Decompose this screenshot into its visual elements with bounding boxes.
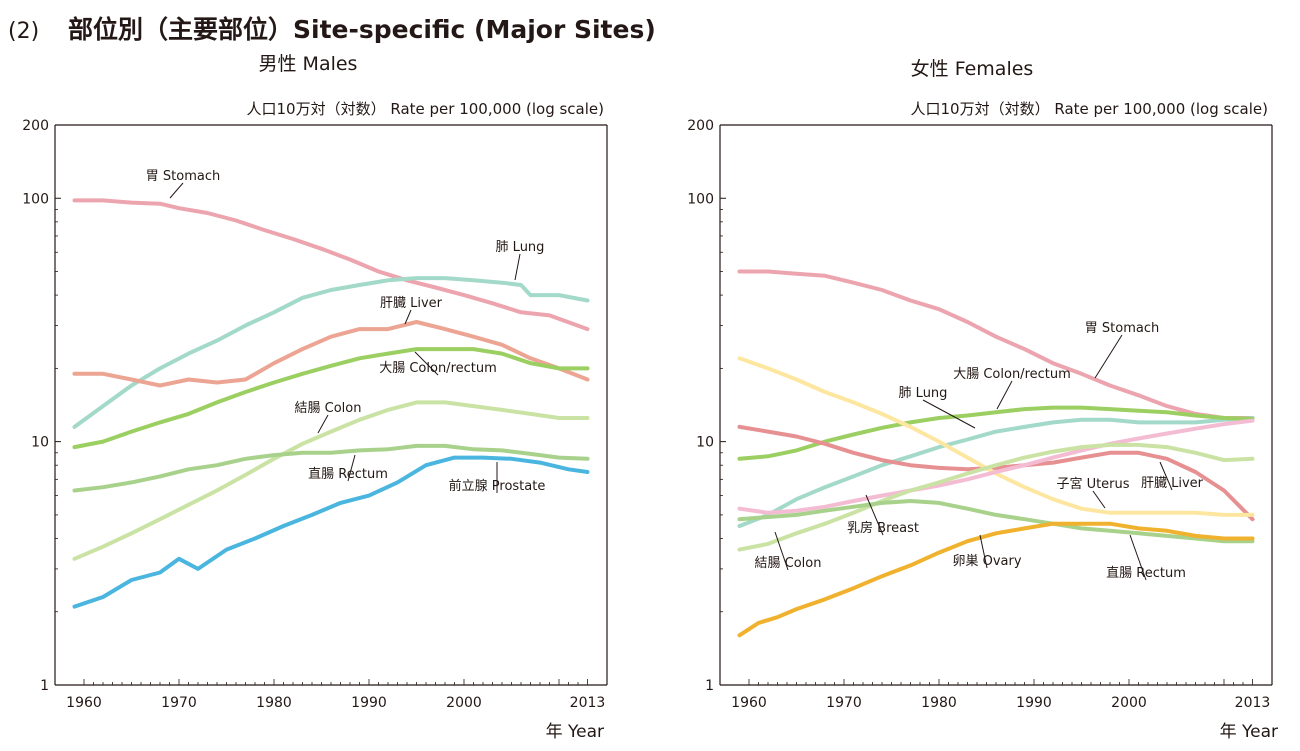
series-label-rectum: 直腸 Rectum: [308, 467, 388, 482]
x-tick-label: 1990: [351, 695, 387, 711]
series-label-ovary: 卵巣 Ovary: [952, 554, 1021, 569]
x-tick-label: 2013: [1235, 695, 1271, 711]
leader-line: [979, 534, 988, 569]
x-tick-label: 2000: [1111, 695, 1147, 711]
series-label-lung: 肺 Lung: [899, 386, 948, 401]
section-number: (2): [8, 19, 39, 44]
x-tick-label: 1960: [731, 695, 767, 711]
males-panel-title: 男性 Males: [259, 53, 358, 75]
leader-line: [1092, 490, 1106, 509]
males-plot: 1 10 100 200 1960 1970 1980 1990 2000 2013 胃 Stoma…: [22, 118, 608, 711]
males-x-axis-label: 年 Year: [546, 722, 604, 742]
series-label-prostate: 前立腺 Prostate: [449, 478, 546, 494]
y-tick-label: 10: [31, 435, 49, 451]
leader-line: [865, 494, 884, 536]
series-line-colon-rectum: [737, 405, 1255, 461]
x-tick-label: 1960: [66, 695, 102, 711]
leader-line: [347, 454, 356, 482]
series-label-colon: 結腸 Colon: [755, 556, 822, 571]
series-line-colon: [72, 400, 590, 561]
x-tick-label: 2013: [570, 695, 606, 711]
y-tick-label: 10: [696, 435, 714, 451]
females-plot: 1 10 100 200 1960 1970 1980 1990 2000 2013 胃 Stoma…: [687, 118, 1273, 711]
series-label-liver: 肝臓 Liver: [380, 296, 443, 311]
leader-line: [922, 399, 976, 429]
y-tick-label: 200: [22, 118, 49, 134]
leader-line: [317, 414, 329, 434]
series-line-rectum: [737, 499, 1255, 544]
series-label-colon: 結腸 Colon: [295, 401, 362, 416]
x-tick-label: 1980: [256, 695, 292, 711]
females-panel-title: 女性 Females: [911, 58, 1034, 80]
leader-line: [404, 309, 412, 325]
series-line-lung: [72, 276, 590, 429]
leader-line: [169, 182, 184, 199]
females-y-axis-label: 人口10万対（対数） Rate per 100,000 (log scale): [911, 100, 1269, 118]
section-title: 部位別（主要部位）Site-specific (Major Sites): [68, 15, 656, 44]
series-line-rectum: [72, 443, 590, 493]
y-tick-label: 200: [687, 118, 714, 134]
series-label-rectum: 直腸 Rectum: [1106, 566, 1186, 581]
x-tick-label: 1980: [921, 695, 957, 711]
leader-line: [1159, 461, 1173, 491]
series-label-liver: 肝臓 Liver: [1141, 476, 1204, 491]
series-line-lung: [737, 416, 1255, 528]
x-tick-label: 2000: [446, 695, 482, 711]
series-label-breast: 乳房 Breast: [847, 520, 919, 536]
series-line-prostate: [72, 455, 590, 609]
leader-line: [1094, 334, 1123, 379]
leader-line: [1129, 534, 1147, 581]
females-x-axis-label: 年 Year: [1220, 722, 1278, 742]
series-line-ovary: [737, 521, 1255, 638]
males-y-axis-label: 人口10万対（対数） Rate per 100,000 (log scale): [247, 100, 605, 118]
series-label-stomach: 胃 Stomach: [1085, 321, 1159, 336]
series-label-colon-rectum: 大腸 Colon/rectum: [953, 367, 1071, 382]
leader-line: [514, 253, 521, 281]
leader-line: [996, 380, 1013, 410]
leader-line: [774, 531, 789, 571]
series-label-colon-rectum: 大腸 Colon/rectum: [379, 361, 497, 376]
series-line-liver: [737, 424, 1255, 522]
series-line-colon-rectum: [72, 347, 590, 450]
x-tick-label: 1990: [1016, 695, 1052, 711]
series-line-liver: [72, 320, 590, 388]
y-tick-label: 100: [687, 191, 714, 207]
x-tick-label: 1970: [826, 695, 862, 711]
series-line-stomach: [737, 269, 1255, 420]
series-line-stomach: [72, 198, 590, 332]
y-tick-label: 1: [705, 678, 714, 694]
series-line-colon: [737, 442, 1255, 552]
series-label-uterus: 子宮 Uterus: [1056, 476, 1129, 492]
series-line-breast: [737, 418, 1255, 515]
x-tick-label: 1970: [161, 695, 197, 711]
leader-line: [414, 351, 439, 376]
series-label-lung: 肺 Lung: [496, 240, 545, 255]
y-tick-label: 100: [22, 191, 49, 207]
series-label-stomach: 胃 Stomach: [146, 169, 220, 184]
y-tick-label: 1: [40, 678, 49, 694]
